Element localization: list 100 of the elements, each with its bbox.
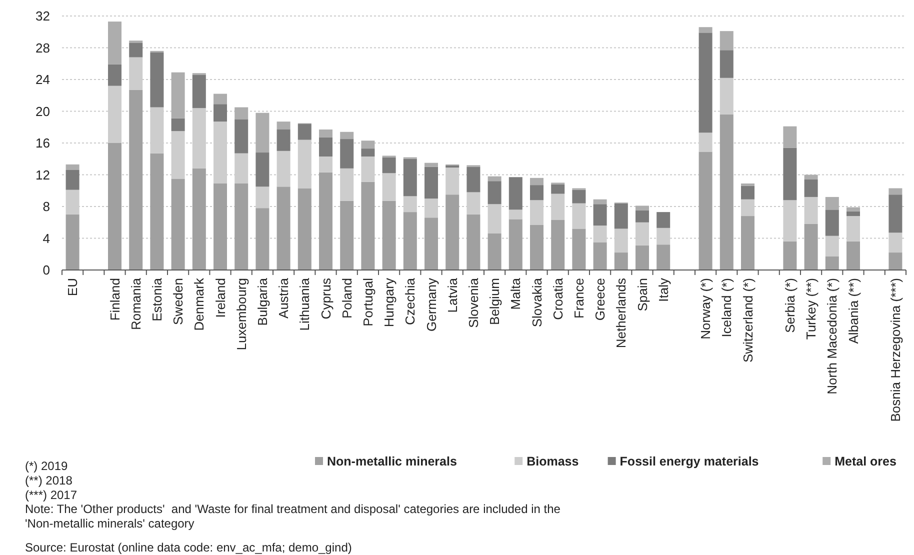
x-tick-label: Netherlands — [614, 278, 629, 348]
bar — [783, 241, 797, 270]
y-tick-label: 20 — [36, 104, 50, 119]
x-tick-label: Belgium — [487, 278, 502, 325]
bar — [572, 228, 586, 270]
x-tick-label: EU — [65, 278, 80, 296]
x-tick-label: Bulgaria — [255, 277, 270, 326]
bar — [636, 210, 649, 222]
bar — [150, 52, 164, 108]
bar — [276, 186, 290, 270]
bar — [783, 126, 797, 148]
bar — [214, 183, 227, 270]
bar — [171, 72, 185, 118]
bar — [66, 170, 80, 190]
bar — [108, 22, 122, 64]
bar — [171, 178, 185, 270]
bar — [192, 168, 206, 270]
bar — [783, 148, 797, 200]
bar — [508, 210, 522, 220]
legend-label: Biomass — [526, 454, 579, 468]
y-tick-label: 4 — [42, 230, 50, 246]
y-tick-label: 12 — [36, 167, 50, 182]
bar — [698, 27, 712, 33]
bar — [593, 242, 607, 270]
x-tick-label: Luxembourg — [234, 278, 249, 350]
x-tick-label: Austria — [276, 277, 292, 318]
text: (***) 2017 — [25, 488, 78, 502]
x-tick-label: Finland — [107, 278, 122, 321]
bar — [508, 177, 522, 210]
bar — [298, 124, 312, 140]
bar — [446, 165, 460, 168]
bar — [825, 210, 839, 236]
x-tick-label: Bosnia Herzegovina (***) — [888, 278, 903, 422]
bar — [424, 218, 438, 270]
bar — [446, 194, 460, 270]
bar — [424, 162, 438, 167]
bar — [614, 203, 628, 229]
bar — [108, 64, 122, 86]
bar — [150, 153, 164, 270]
bar — [741, 183, 754, 186]
x-tick-label: Slovakia — [529, 277, 544, 328]
bar — [129, 90, 143, 270]
bar — [340, 139, 354, 168]
bar — [825, 256, 839, 270]
bar — [720, 50, 734, 78]
x-tick-label: Serbia (*) — [782, 278, 798, 333]
bar — [720, 31, 734, 50]
bar — [466, 166, 480, 192]
bar — [804, 224, 818, 270]
text: (**) 2018 — [25, 474, 73, 488]
bar — [614, 252, 628, 270]
x-tick-label: Albania (**) — [846, 278, 861, 344]
x-tick-label: Malta — [508, 277, 524, 310]
bar — [530, 178, 544, 186]
bar — [340, 132, 354, 140]
bar — [340, 200, 354, 270]
bar — [319, 137, 332, 156]
x-tick-label: Switzerland (*) — [740, 278, 756, 363]
bar — [361, 182, 375, 270]
bar — [466, 214, 480, 270]
bar — [825, 196, 839, 210]
bar — [741, 216, 754, 270]
x-tick-label: Estonia — [150, 277, 164, 322]
bar — [234, 183, 248, 270]
bar — [593, 199, 607, 204]
bar — [234, 107, 248, 120]
y-tick-label: 16 — [36, 136, 50, 151]
x-tick-label: Portugal — [360, 278, 376, 326]
bar — [551, 220, 565, 270]
bar — [698, 152, 712, 270]
bar — [804, 180, 818, 197]
bar — [298, 188, 312, 270]
bar — [888, 252, 902, 270]
y-tick-label: 24 — [36, 72, 50, 88]
bar — [66, 164, 80, 170]
bar — [108, 143, 122, 270]
x-tick-label: Sweden — [170, 278, 186, 325]
bar — [382, 200, 396, 270]
bar — [636, 245, 649, 270]
bar — [403, 212, 417, 270]
y-tick-label: 28 — [36, 40, 50, 56]
x-tick-label: Romania — [128, 277, 144, 330]
y-tick-label: 8 — [42, 199, 50, 214]
x-tick-label: Poland — [339, 278, 354, 318]
y-tick-label: 0 — [42, 262, 50, 278]
bar — [488, 233, 502, 270]
bar — [256, 208, 270, 270]
bar — [256, 152, 270, 187]
bar — [846, 211, 860, 216]
x-tick-label: Iceland (*) — [719, 278, 734, 338]
x-tick-label: Norway (*) — [698, 278, 714, 340]
x-tick-label: Cyprus — [318, 278, 334, 320]
bar — [319, 130, 332, 138]
bar — [572, 190, 586, 204]
bar — [319, 172, 332, 270]
bar — [403, 158, 417, 196]
bar — [846, 241, 860, 270]
bar — [804, 174, 818, 180]
bar — [66, 214, 80, 270]
bar — [214, 94, 227, 104]
